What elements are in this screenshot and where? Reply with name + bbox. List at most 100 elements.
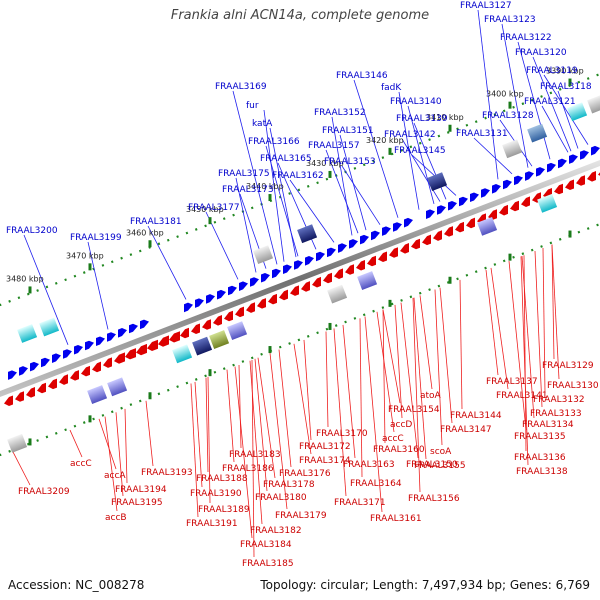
reverse-gene-label: FRAAL3185 xyxy=(242,559,294,569)
forward-gene-label: FRAAL3152 xyxy=(314,108,366,118)
domain-block xyxy=(357,271,378,290)
forward-gene-arrow xyxy=(96,336,105,346)
forward-leader-line xyxy=(477,9,499,180)
forward-gene-label: FRAAL3165 xyxy=(260,154,312,164)
forward-gene-arrow xyxy=(305,256,314,266)
forward-gene-arrow xyxy=(591,145,600,156)
reverse-leader-line xyxy=(325,331,329,428)
domain-block xyxy=(172,344,193,364)
forward-gene-arrow xyxy=(294,260,303,270)
reverse-leader-line xyxy=(364,316,383,513)
forward-leader-line xyxy=(147,225,187,300)
map-title: Frankia alni ACN14a, complete genome xyxy=(170,8,430,23)
forward-gene-label: FRAAL3118 xyxy=(540,82,592,92)
reverse-gene-label: FRAAL3150 xyxy=(406,460,458,470)
reverse-leader-line xyxy=(194,381,203,488)
forward-gene-label: FRAAL3120 xyxy=(515,48,567,58)
reverse-gene-arrow xyxy=(312,276,321,288)
forward-gene-arrow xyxy=(261,273,270,283)
reverse-gene-label: FRAAL3174 xyxy=(299,456,351,466)
forward-gene-label: FRAAL3162 xyxy=(272,171,324,181)
tick-label: 3440 kbp xyxy=(246,182,284,191)
reverse-gene-label: FRAAL3189 xyxy=(198,505,250,515)
reverse-gene-arrow xyxy=(169,331,180,343)
reverse-leader-line xyxy=(400,302,419,459)
forward-leader-line xyxy=(353,79,399,218)
forward-gene-arrow xyxy=(547,162,556,173)
forward-gene-arrow xyxy=(272,268,281,279)
reverse-gene-arrow xyxy=(521,196,530,207)
reverse-gene-label: FRAAL3161 xyxy=(370,514,422,524)
reverse-gene-label: FRAAL3163 xyxy=(343,460,395,470)
forward-gene-arrow xyxy=(569,154,578,164)
forward-gene-label: FRAAL3121 xyxy=(524,97,576,107)
forward-leader-line xyxy=(517,41,551,160)
forward-gene-arrow xyxy=(74,345,83,355)
forward-gene-arrow xyxy=(63,349,72,359)
reverse-leader-line xyxy=(520,256,529,466)
reverse-gene-label: FRAAL3147 xyxy=(440,425,492,435)
domain-block xyxy=(192,336,213,356)
forward-gene-arrow xyxy=(459,196,468,207)
tick-label: 3460 kbp xyxy=(126,228,164,237)
reverse-gene-label: FRAAL3191 xyxy=(186,519,238,529)
forward-gene-arrow xyxy=(470,192,479,202)
forward-leader-line xyxy=(87,241,109,330)
forward-gene-label: FRAAL3140 xyxy=(390,97,442,107)
forward-gene-arrow xyxy=(239,281,248,291)
reverse-gene-arrow xyxy=(334,268,343,279)
reverse-gene-arrow xyxy=(81,365,90,377)
reverse-gene-label: accC xyxy=(70,459,92,469)
reverse-leader-line xyxy=(257,357,276,479)
tick-label: 3390 kbp xyxy=(546,67,584,76)
reverse-gene-arrow xyxy=(147,339,158,351)
domain-block xyxy=(209,330,230,349)
forward-gene-label: FRAAL3166 xyxy=(248,137,300,147)
reverse-gene-label: FRAAL3155 xyxy=(414,461,466,471)
reverse-leader-line xyxy=(205,377,209,473)
reverse-gene-arrow xyxy=(279,289,288,301)
reverse-gene-arrow xyxy=(224,310,233,322)
forward-gene-arrow xyxy=(536,167,545,177)
forward-gene-label: FRAAL3169 xyxy=(215,82,267,92)
reverse-gene-arrow xyxy=(356,260,365,271)
reverse-leader-line xyxy=(413,297,427,460)
reverse-leader-line xyxy=(459,279,463,410)
reverse-gene-label: FRAAL3179 xyxy=(275,511,327,521)
reverse-gene-label: FRAAL3184 xyxy=(240,540,292,550)
forward-gene-arrow xyxy=(118,328,127,338)
forward-gene-label: FRAAL3173 xyxy=(222,185,274,195)
reverse-gene-label: accC xyxy=(382,434,404,444)
tick-mark xyxy=(268,194,272,202)
forward-gene-arrow xyxy=(8,370,17,380)
reverse-gene-arrow xyxy=(136,343,147,356)
reverse-leader-line xyxy=(238,364,242,449)
forward-leader-line xyxy=(232,90,278,265)
forward-gene-arrow xyxy=(184,302,193,313)
reverse-gene-arrow xyxy=(59,374,68,385)
reverse-leader-line xyxy=(115,412,124,497)
forward-gene-arrow xyxy=(349,239,358,249)
genome-backbone xyxy=(0,159,600,398)
reverse-gene-label: FRAAL3170 xyxy=(316,429,368,439)
forward-gene-arrow xyxy=(360,234,369,245)
forward-leader-line xyxy=(235,177,257,273)
domain-block xyxy=(587,94,600,114)
reverse-gene-arrow xyxy=(444,226,453,237)
label-leader-lines xyxy=(12,9,589,558)
reverse-gene-arrow xyxy=(15,391,24,402)
reverse-gene-arrow xyxy=(213,315,222,326)
reverse-gene-arrow xyxy=(246,302,255,313)
forward-gene-arrow xyxy=(558,158,567,169)
gene-labels: FRAAL3127 FRAAL3123 FRAAL3122 FRAAL3120 FRAA… xyxy=(6,1,599,569)
forward-gene-arrow xyxy=(448,201,457,211)
tick-label: 3480 kbp xyxy=(6,274,44,283)
reverse-gene-arrow xyxy=(554,183,563,195)
reverse-gene-label: FRAAL3134 xyxy=(522,420,574,430)
forward-gene-arrow xyxy=(30,361,39,372)
accession-text: Accession: NC_008278 xyxy=(8,578,145,592)
forward-gene-label: katA xyxy=(252,119,273,129)
reverse-leader-line xyxy=(333,328,347,497)
reverse-gene-label: FRAAL3180 xyxy=(255,493,307,503)
forward-leader-line xyxy=(325,149,359,234)
